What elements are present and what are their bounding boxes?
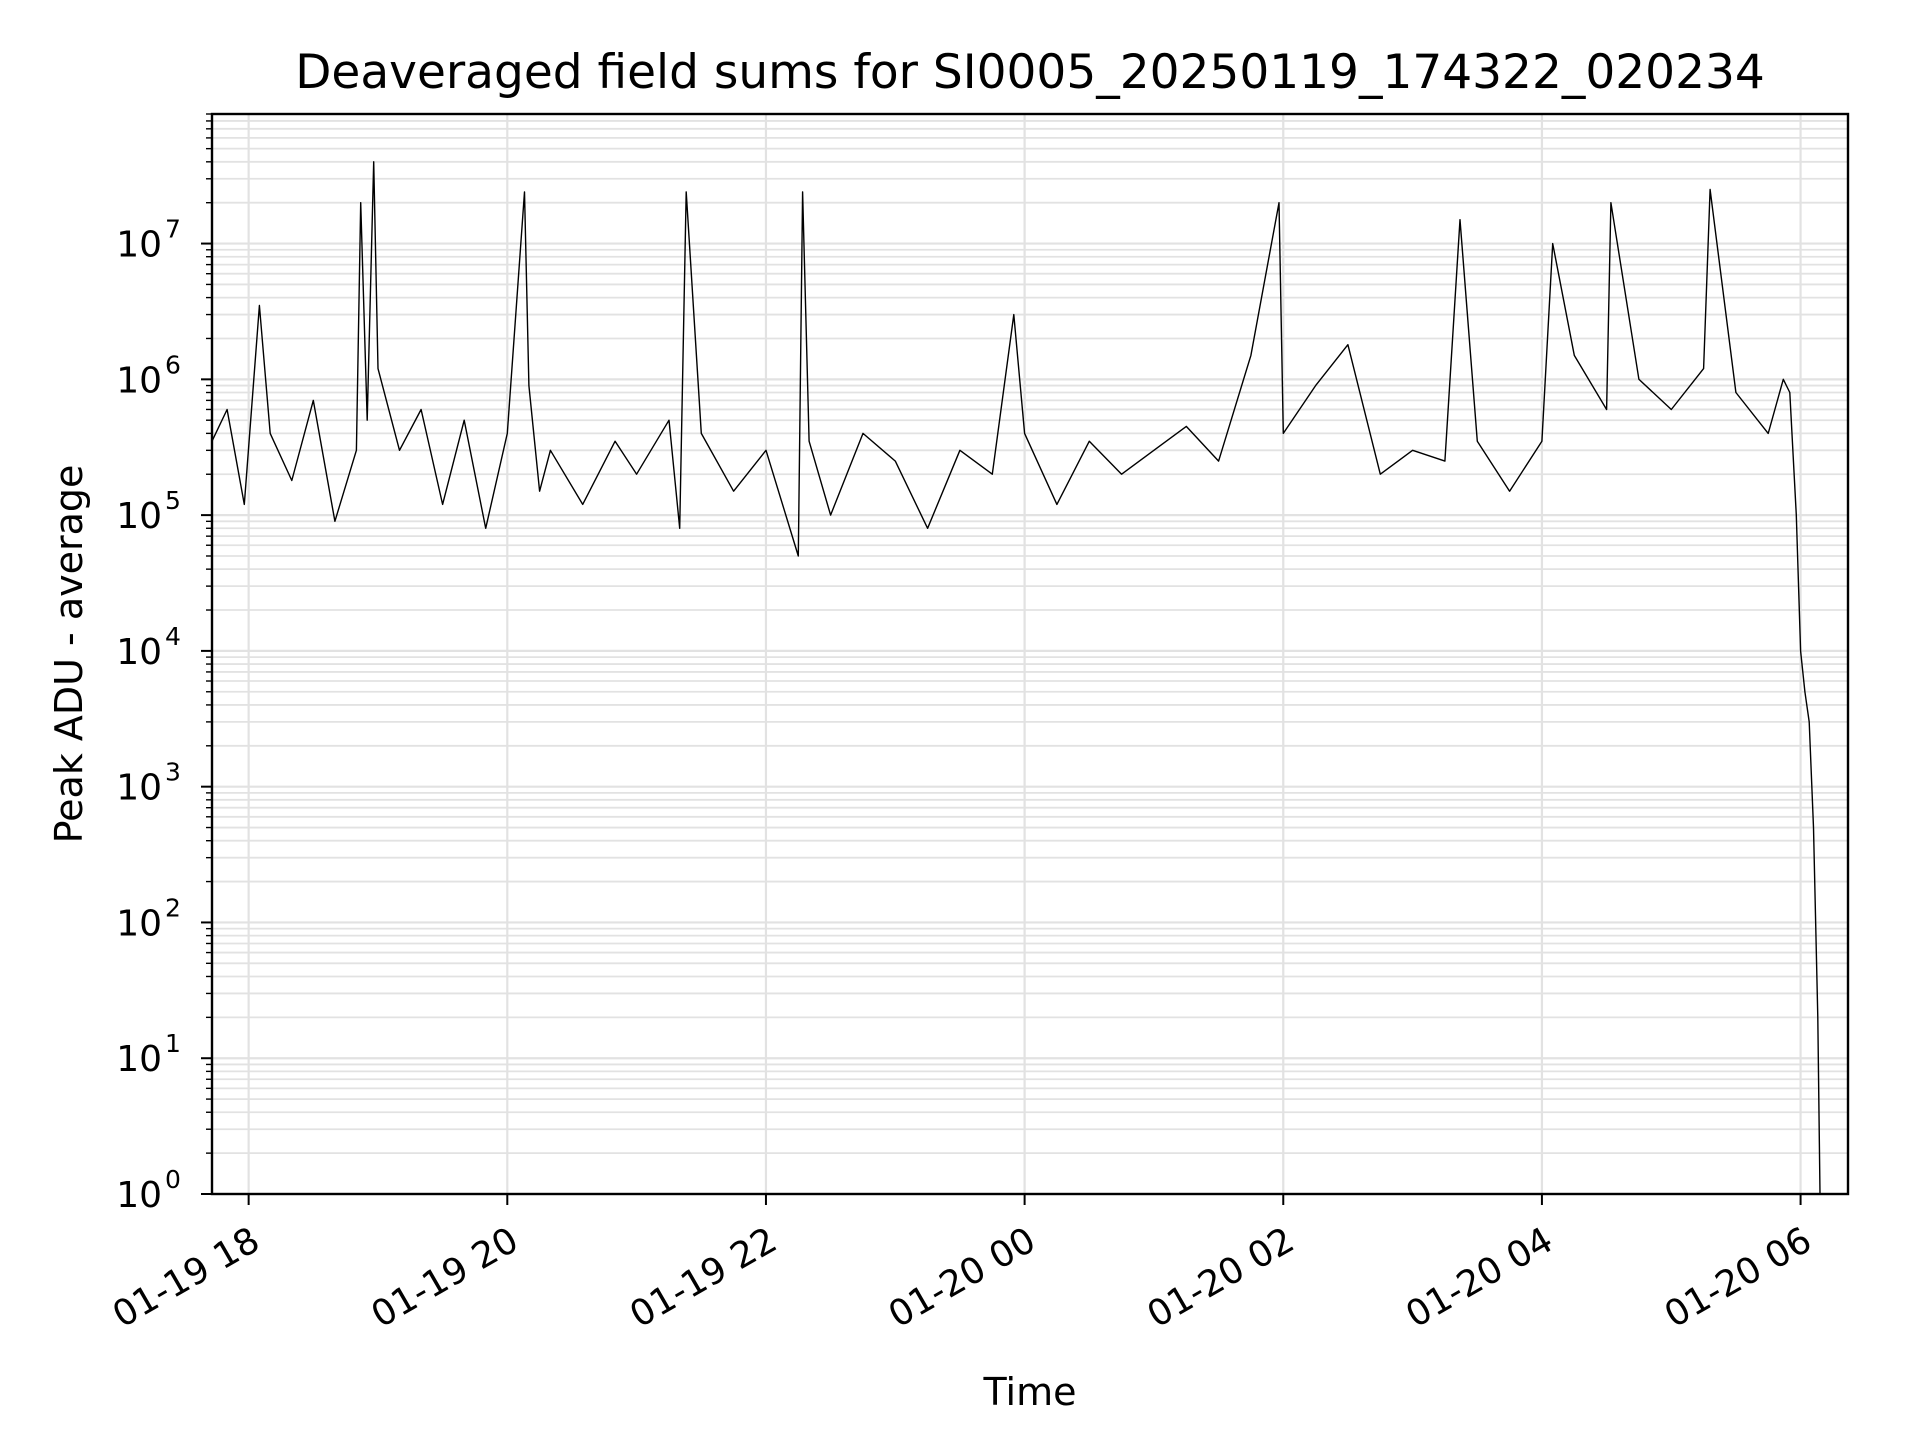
x-tick-label: 01-19 20 xyxy=(365,1220,526,1336)
y-tick-base: 10 xyxy=(116,1175,162,1216)
y-tick-base: 10 xyxy=(116,225,162,266)
y-tick-base: 10 xyxy=(116,903,162,944)
x-tick-label: 01-19 22 xyxy=(623,1220,784,1336)
y-tick-exponent: 6 xyxy=(165,350,181,379)
x-tick-label: 01-20 02 xyxy=(1141,1220,1302,1336)
x-tick-label: 01-20 04 xyxy=(1399,1220,1560,1336)
y-tick-base: 10 xyxy=(116,632,162,673)
chart-title: Deaveraged field sums for SI0005_2025011… xyxy=(295,45,1765,100)
y-tick-label: 10 xyxy=(116,225,162,266)
x-tick-label: 01-19 18 xyxy=(106,1220,267,1336)
y-tick-exponent: 2 xyxy=(165,893,181,922)
y-tick-exponent: 5 xyxy=(165,486,181,515)
x-axis-label: Time xyxy=(983,1370,1077,1414)
y-tick-exponent: 4 xyxy=(165,622,181,651)
y-tick-exponent: 3 xyxy=(165,758,181,787)
y-tick-exponent: 1 xyxy=(165,1029,181,1058)
plot-frame xyxy=(210,112,1850,1196)
y-tick-label: 10 xyxy=(116,496,162,537)
y-tick-base: 10 xyxy=(116,496,162,537)
series-line xyxy=(211,161,1821,1195)
y-axis-label: Peak ADU - average xyxy=(47,465,91,844)
y-tick-label: 10 xyxy=(116,360,162,401)
y-tick-label: 10 xyxy=(116,1175,162,1216)
y-tick-base: 10 xyxy=(116,360,162,401)
x-tick-label: 01-20 06 xyxy=(1658,1220,1819,1336)
y-tick-exponent: 7 xyxy=(165,215,181,244)
y-tick-label: 10 xyxy=(116,903,162,944)
y-tick-label: 10 xyxy=(116,1039,162,1080)
y-tick-exponent: 0 xyxy=(165,1165,181,1194)
y-tick-base: 10 xyxy=(116,1039,162,1080)
y-tick-label: 10 xyxy=(116,632,162,673)
y-tick-base: 10 xyxy=(116,768,162,809)
x-tick-label: 01-20 00 xyxy=(882,1220,1043,1336)
series-layer xyxy=(211,161,1821,1195)
grid xyxy=(212,113,1848,1196)
y-tick-label: 10 xyxy=(116,768,162,809)
